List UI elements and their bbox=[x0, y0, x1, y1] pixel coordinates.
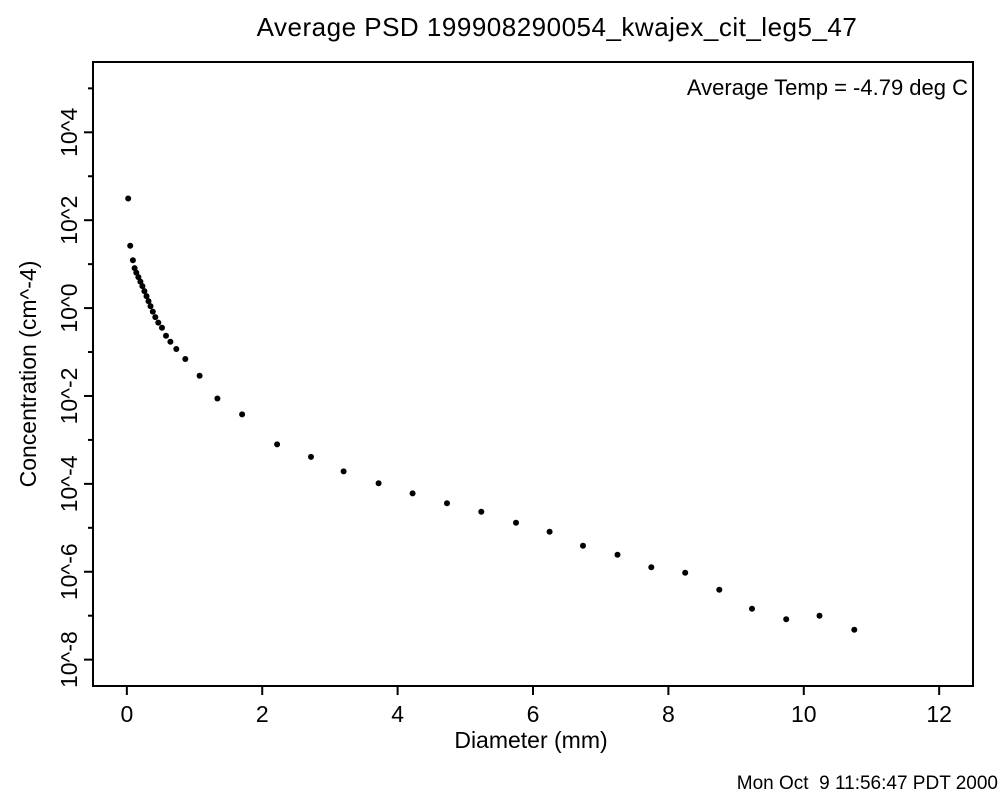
data-point bbox=[152, 314, 159, 321]
data-point bbox=[375, 480, 382, 487]
data-point bbox=[196, 372, 203, 379]
y-tick-label: 10^-8 bbox=[56, 631, 82, 688]
x-axis-label: Diameter (mm) bbox=[454, 727, 607, 753]
data-point bbox=[478, 508, 485, 515]
data-point bbox=[816, 612, 823, 619]
y-tick-label: 10^-6 bbox=[56, 543, 82, 600]
y-tick-label: 10^-4 bbox=[56, 455, 82, 512]
x-tick-label: 0 bbox=[120, 701, 133, 727]
x-axis-ticks: 0 2 4 6 8 10 12 bbox=[120, 686, 952, 727]
data-point bbox=[274, 441, 281, 448]
plot-frame bbox=[92, 61, 974, 687]
data-point bbox=[145, 298, 152, 305]
data-point bbox=[783, 616, 790, 623]
data-point bbox=[131, 265, 138, 272]
data-point bbox=[129, 257, 136, 264]
x-tick-label: 4 bbox=[391, 701, 404, 727]
data-point bbox=[648, 564, 655, 571]
average-temp-annotation: Average Temp = -4.79 deg C bbox=[687, 75, 968, 100]
x-tick-label: 8 bbox=[662, 701, 675, 727]
data-point bbox=[159, 324, 165, 331]
x-tick-label: 6 bbox=[527, 701, 540, 727]
data-point bbox=[444, 500, 450, 507]
data-point bbox=[147, 303, 154, 310]
data-point bbox=[546, 528, 553, 535]
data-point bbox=[139, 283, 146, 290]
x-tick-label: 12 bbox=[926, 701, 952, 727]
data-point bbox=[149, 308, 156, 315]
y-tick-label: 10^4 bbox=[56, 108, 82, 157]
data-point bbox=[340, 468, 347, 475]
data-point bbox=[167, 338, 174, 345]
data-point bbox=[513, 519, 519, 526]
x-tick-label: 2 bbox=[256, 701, 269, 727]
y-axis-label: Concentration (cm^-4) bbox=[15, 261, 41, 488]
y-tick-label: 10^2 bbox=[56, 196, 82, 245]
timestamp: Mon Oct 9 11:56:47 PDT 2000 bbox=[737, 773, 998, 794]
data-point bbox=[135, 274, 142, 281]
data-point bbox=[614, 551, 621, 558]
data-point bbox=[143, 293, 150, 300]
data-point bbox=[155, 319, 162, 326]
data-point bbox=[851, 626, 858, 633]
data-point bbox=[137, 278, 144, 285]
data-point bbox=[173, 346, 180, 352]
x-tick-label: 10 bbox=[791, 701, 817, 727]
y-axis-ticks: 10^4 10^2 10^0 10^-2 10^-4 10^-6 10^-8 bbox=[56, 87, 93, 688]
data-point bbox=[214, 395, 221, 402]
data-point bbox=[182, 356, 189, 362]
data-point bbox=[163, 332, 169, 339]
data-point bbox=[749, 605, 755, 612]
data-point bbox=[409, 490, 416, 497]
chart-title: Average PSD 199908290054_kwajex_cit_leg5… bbox=[257, 12, 858, 42]
data-point bbox=[308, 453, 314, 460]
data-point bbox=[133, 269, 140, 276]
data-point bbox=[682, 569, 689, 576]
y-tick-label: 10^-2 bbox=[56, 368, 82, 425]
data-point bbox=[125, 195, 132, 202]
y-tick-label: 10^0 bbox=[56, 283, 82, 332]
data-points bbox=[125, 195, 858, 633]
data-point bbox=[127, 242, 134, 249]
data-point bbox=[141, 288, 148, 295]
data-point bbox=[580, 542, 586, 549]
data-point bbox=[716, 586, 723, 593]
data-point bbox=[239, 411, 246, 418]
